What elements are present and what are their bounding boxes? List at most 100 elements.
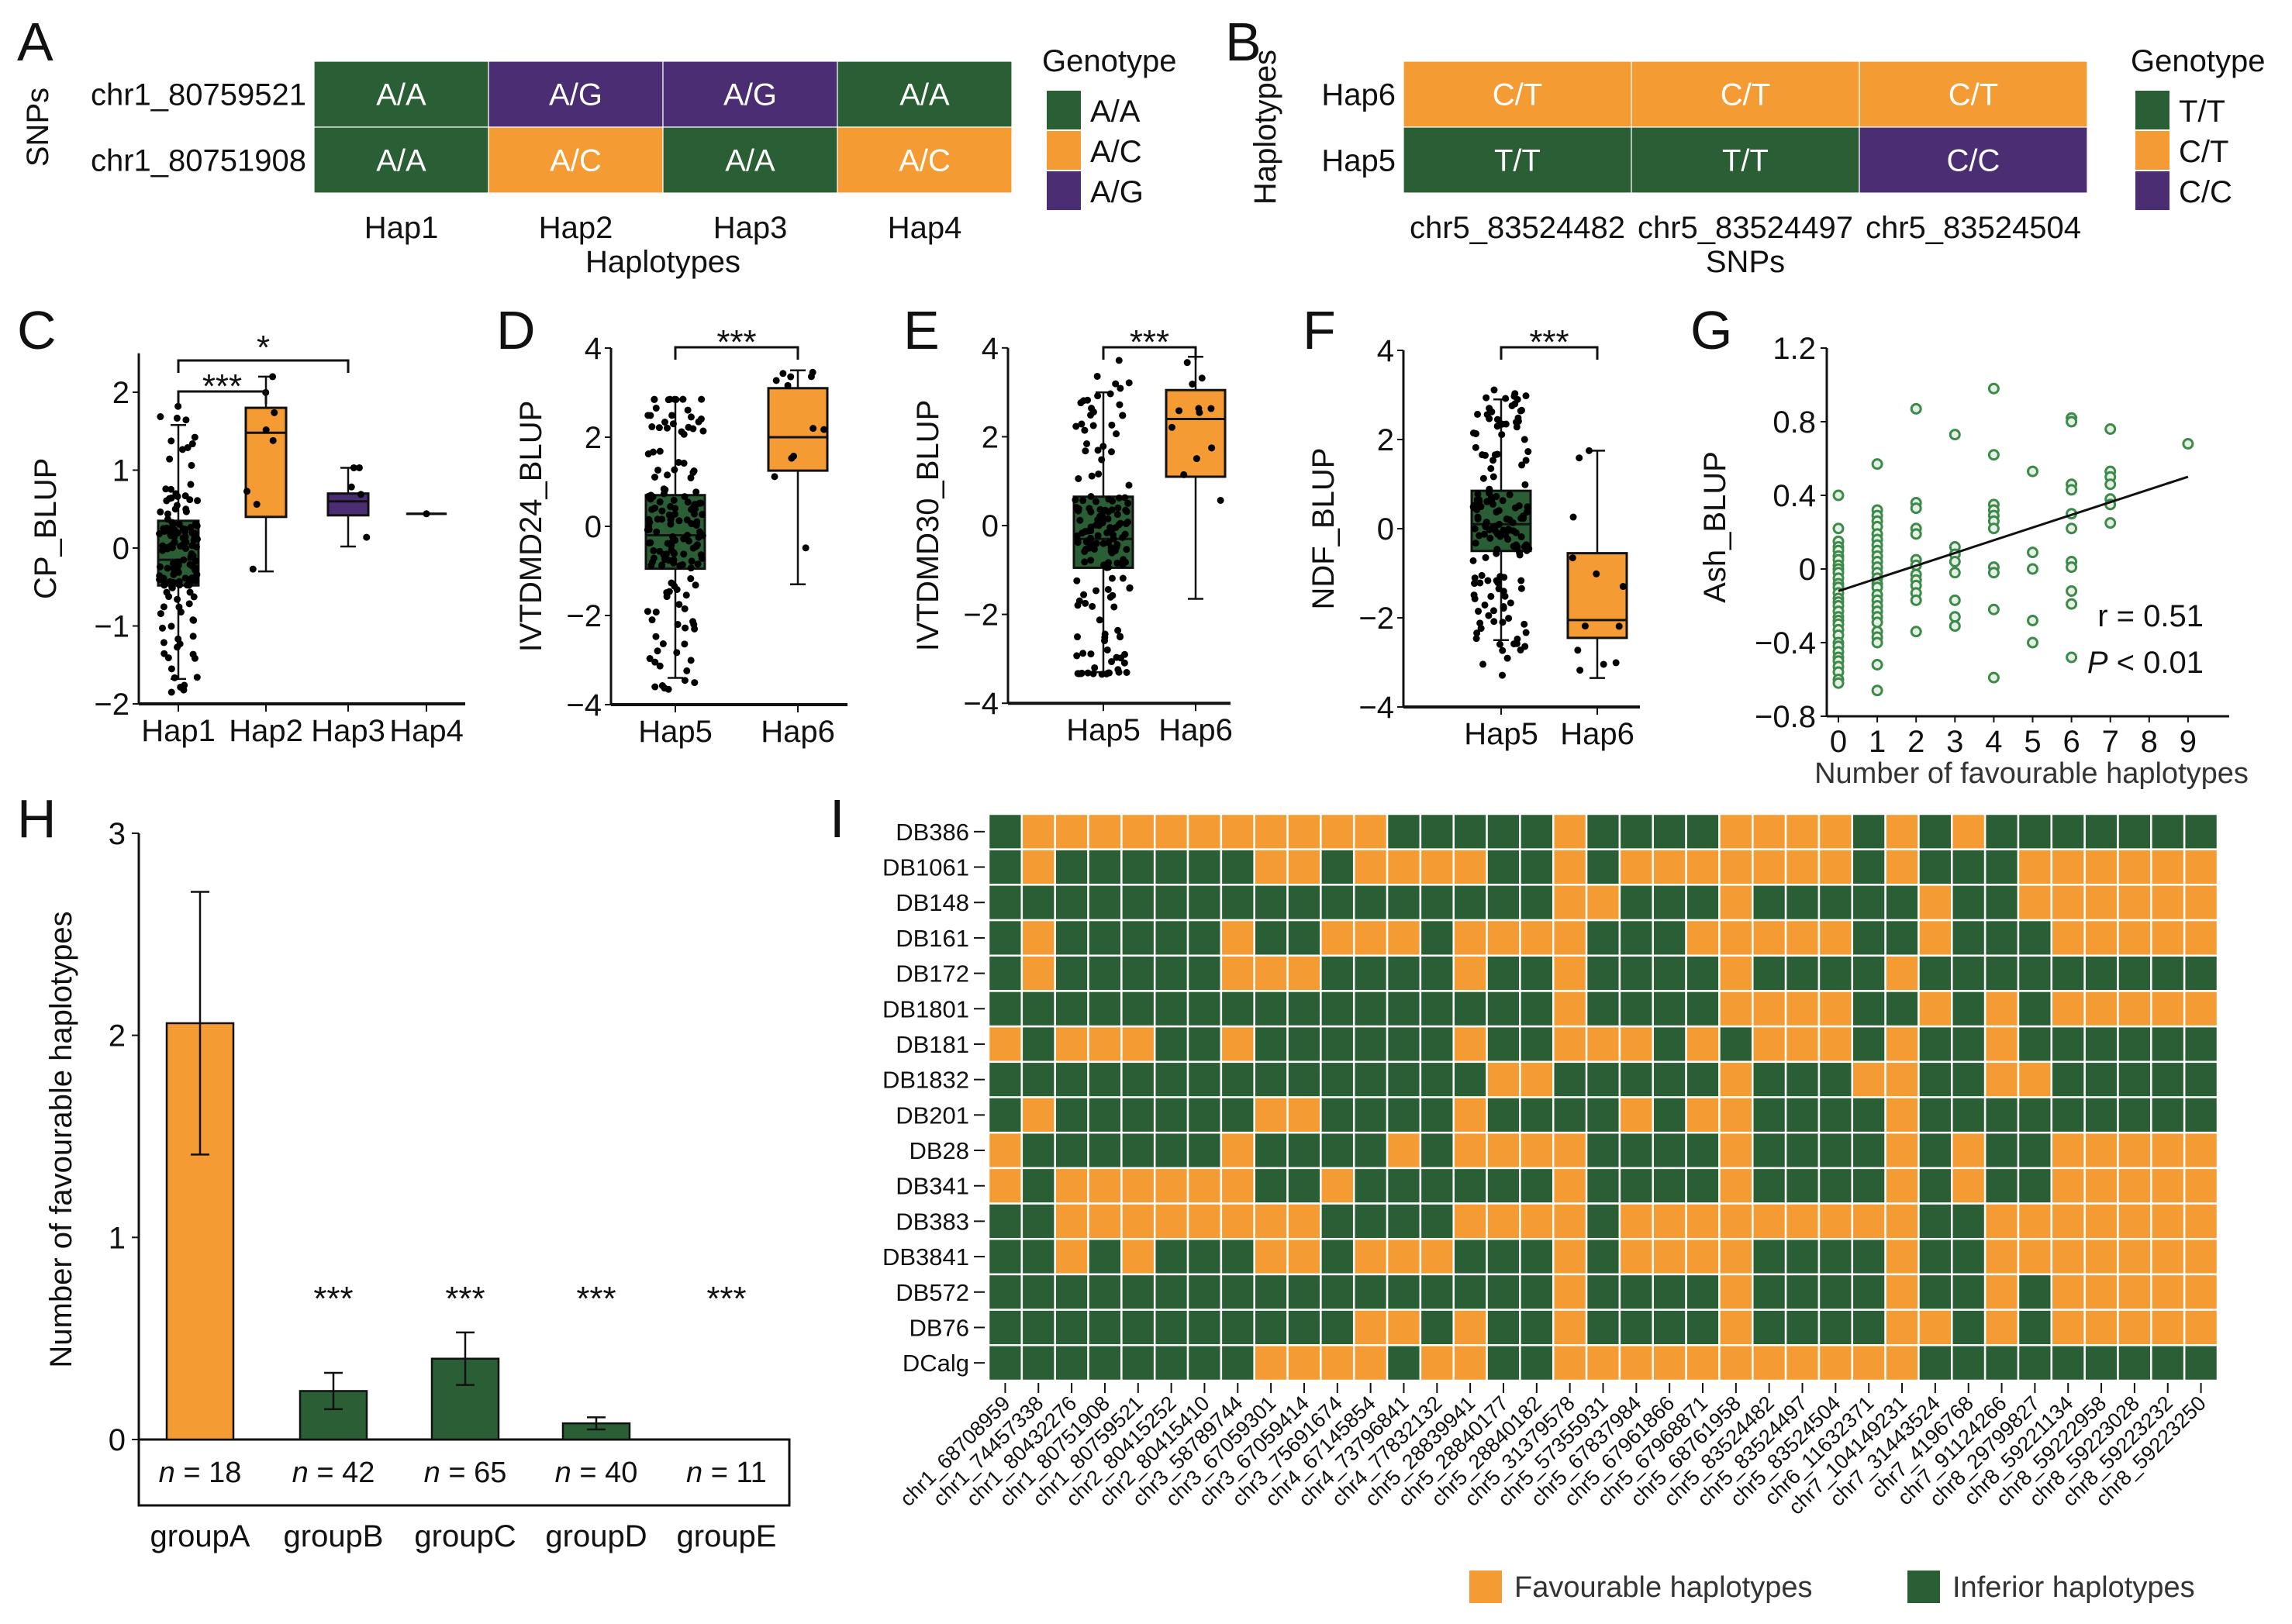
heatmap-cell [1718,954,1754,992]
data-point [1520,515,1527,522]
heatmap-cell [1817,1060,1854,1098]
row-label: Hap5 [1321,144,1396,178]
heatmap-cell [1585,990,1621,1028]
heatmap-cell [2050,919,2086,957]
data-point [1119,574,1127,582]
data-point [1471,580,1479,588]
heatmap-cell [2183,954,2219,992]
panel-letter: C [17,300,57,360]
data-point [1112,380,1120,388]
heatmap-cell [1419,1131,1455,1170]
data-point [1101,630,1109,638]
data-point [160,545,167,553]
row-label: DB1832 [882,1067,969,1094]
data-point [1483,411,1491,419]
data-point [687,575,695,583]
heatmap-cell [1054,1025,1089,1064]
heatmap-cell [1486,884,1521,922]
data-point [676,562,684,570]
heatmap-cell [1552,1025,1588,1064]
x-tick-label: 8 [2141,725,2158,759]
data-point [1471,525,1479,533]
heatmap-cell [1286,812,1322,850]
data-point [671,466,678,474]
y-tick-label: −4 [963,687,999,721]
data-point [1117,654,1124,662]
data-point [172,490,180,498]
heatmap-cell [1186,1131,1223,1170]
heatmap-cell [1817,1096,1854,1134]
data-point [1910,502,1922,515]
heatmap-cell [1752,1096,1787,1134]
x-tick-label: 6 [2062,725,2080,759]
data-point [1469,557,1477,564]
data-point [1512,529,1520,536]
heatmap-cell [2183,1344,2219,1382]
data-point [1099,540,1107,547]
data-point [271,409,278,416]
heatmap-cell [1752,919,1787,957]
heatmap-cell [2050,884,2086,922]
x-tick-label: Hap6 [1560,717,1634,751]
heatmap-cell [1452,1309,1488,1346]
heatmap-cell [1585,1131,1621,1170]
data-point [1488,495,1496,502]
heatmap-cell [1452,812,1488,850]
data-point [1987,567,2000,579]
heatmap-cell [1685,1131,1721,1170]
heatmap-cell [2017,990,2053,1028]
regression-line [1838,475,2189,592]
data-point [192,543,200,551]
heatmap-cell [1817,1131,1854,1170]
x-tick-label: Hap4 [389,714,464,748]
heatmap-cell [1120,919,1156,957]
heatmap-cell [1020,812,1056,850]
data-point [1615,622,1623,630]
heatmap-cell [1486,1344,1521,1382]
data-point [647,491,654,499]
heatmap-cell [1186,1344,1223,1382]
data-point [1093,372,1101,380]
heatmap-cell [987,1131,1023,1170]
data-point [185,600,193,608]
heatmap-cell [1552,1096,1588,1134]
heatmap-cell [987,954,1023,992]
data-point [156,563,164,571]
row-label: DB383 [896,1208,969,1235]
heatmap-cell [1585,848,1621,886]
heatmap-cell [2083,1344,2119,1382]
heatmap-cell [1851,919,1886,957]
heatmap-cell [1951,1167,1987,1205]
heatmap-cell [1652,1131,1687,1170]
heatmap-cell [1585,1096,1621,1134]
data-point [170,571,178,578]
data-point [675,458,682,466]
heatmap-cell [1220,919,1255,957]
legend-label: T/T [2179,95,2225,129]
data-point [1500,602,1507,610]
y-tick-label: −2 [94,688,129,722]
heatmap-cell [1784,812,1821,850]
heatmap-cell [1784,1096,1821,1134]
data-point [1477,625,1485,633]
data-point [1117,519,1124,527]
y-axis-title: IVTDMD30_BLUP [911,400,945,652]
heatmap-cell [2183,1238,2219,1276]
heatmap-cell [1752,848,1787,886]
heatmap-cell [1352,1238,1389,1276]
heatmap-cell [1253,1060,1289,1098]
heatmap-cell [1486,919,1521,957]
heatmap-cell [1087,848,1123,886]
heatmap-cell [1054,1238,1089,1276]
heatmap-cell [1951,1060,1987,1098]
cell-label: C/T [1493,78,1542,112]
heatmap-cell [1983,1025,2020,1064]
data-point [2066,484,2078,496]
heatmap-cell [1618,1273,1655,1311]
heatmap-cell [1983,812,2020,850]
heatmap-cell [1286,990,1322,1028]
heatmap-cell [1884,1238,1920,1276]
data-point [192,520,199,528]
data-point [693,541,701,549]
heatmap-cell [1186,1309,1223,1346]
